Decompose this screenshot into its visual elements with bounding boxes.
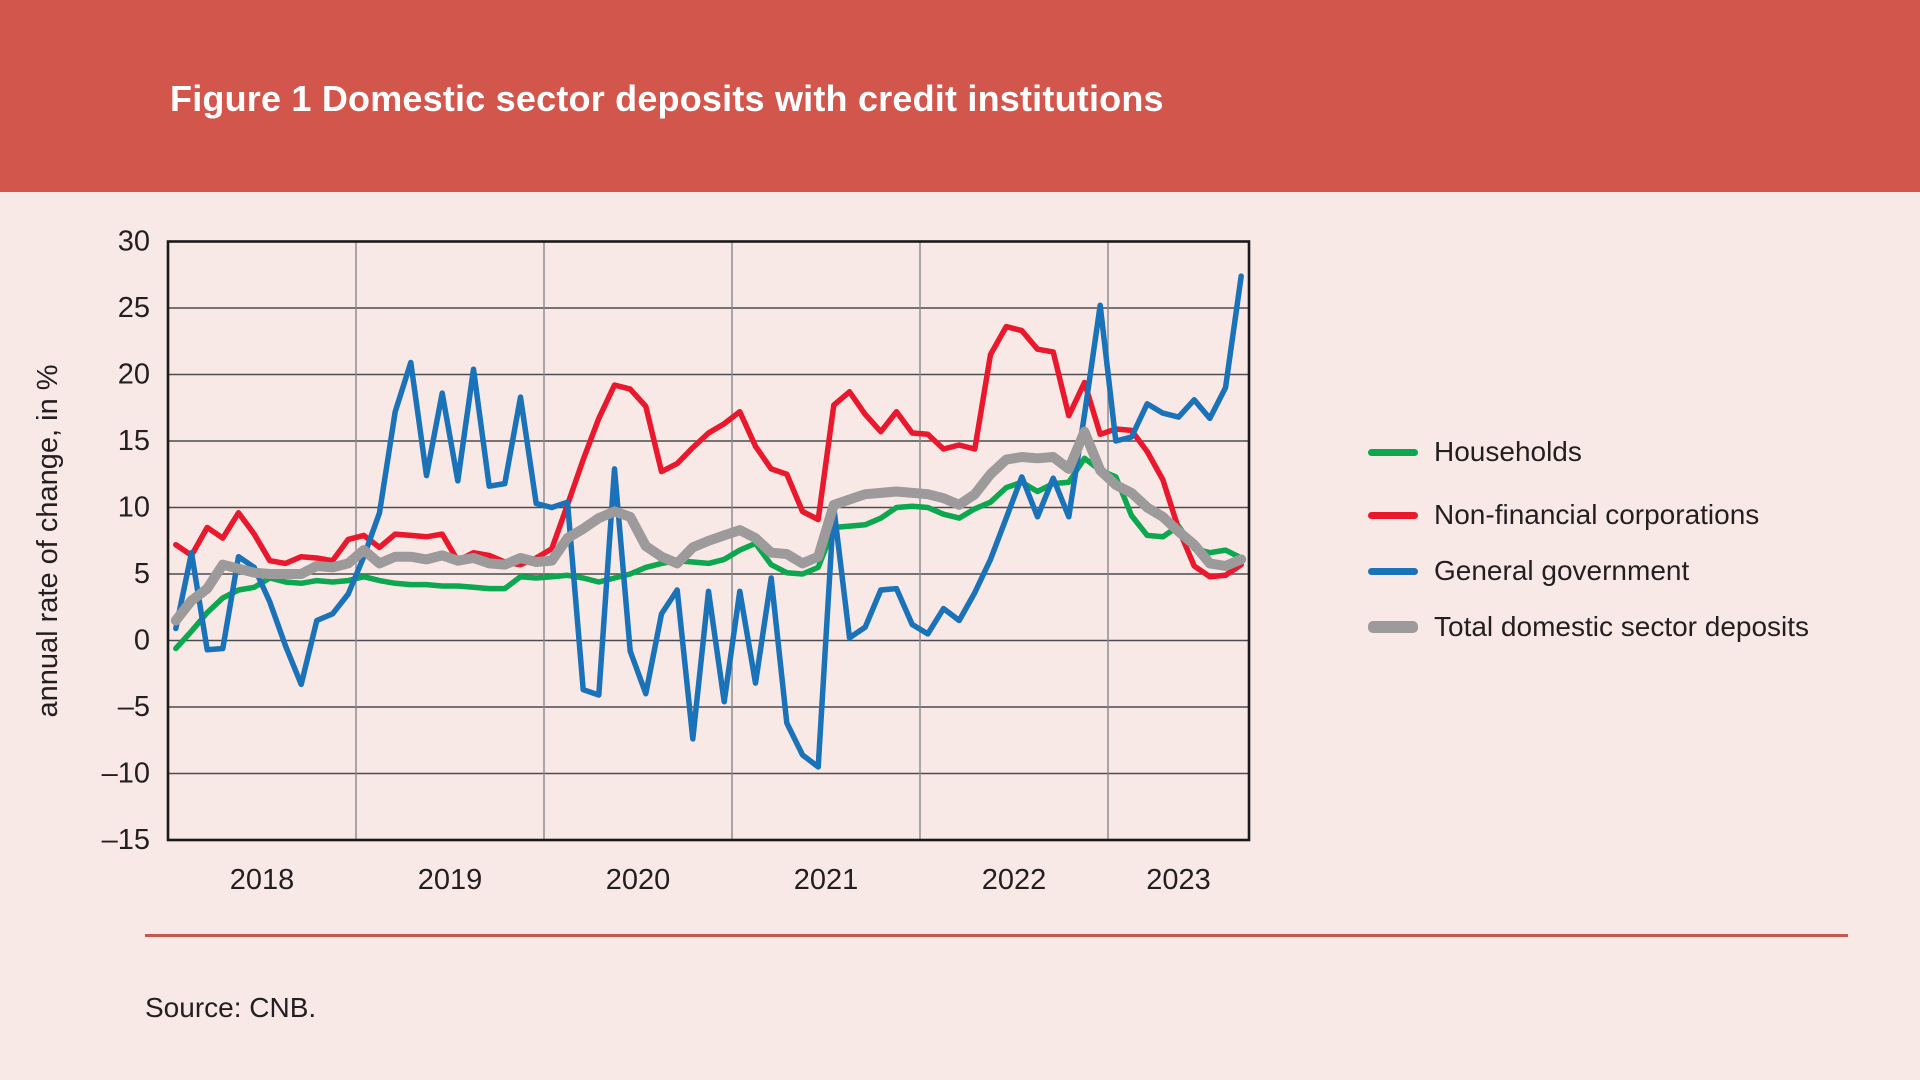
x-tick-label: 2023 — [1146, 864, 1211, 896]
x-tick-label: 2019 — [418, 864, 483, 896]
y-tick-label: –5 — [118, 691, 150, 723]
x-tick-label: 2022 — [982, 864, 1047, 896]
y-tick-label: –10 — [102, 758, 150, 790]
figure-title: Figure 1 Domestic sector deposits with c… — [170, 78, 1164, 119]
x-tick-label: 2021 — [794, 864, 859, 896]
series-line-total-domestic-sector-deposits — [170, 426, 1247, 626]
plot-border — [166, 240, 1251, 842]
y-axis-title: annual rate of change, in % — [32, 364, 64, 717]
series-line-non-financial-corporations — [173, 323, 1244, 580]
y-tick-label: 0 — [134, 625, 150, 657]
x-tick-label: 2020 — [606, 864, 671, 896]
series-line-general-government — [173, 273, 1244, 770]
y-tick-label: 15 — [118, 425, 150, 457]
y-tick-label: 10 — [118, 492, 150, 524]
y-tick-label: 25 — [118, 292, 150, 324]
y-tick-label: 5 — [134, 558, 150, 590]
source-note: Source: CNB. — [145, 992, 317, 1023]
figure-header: Figure 1 Domestic sector deposits with c… — [0, 0, 1920, 192]
x-tick-label: 2018 — [230, 864, 295, 896]
separator-line — [145, 934, 1848, 937]
y-tick-label: 20 — [118, 359, 150, 391]
y-tick-label: 30 — [118, 226, 150, 258]
y-tick-label: –15 — [102, 824, 150, 856]
